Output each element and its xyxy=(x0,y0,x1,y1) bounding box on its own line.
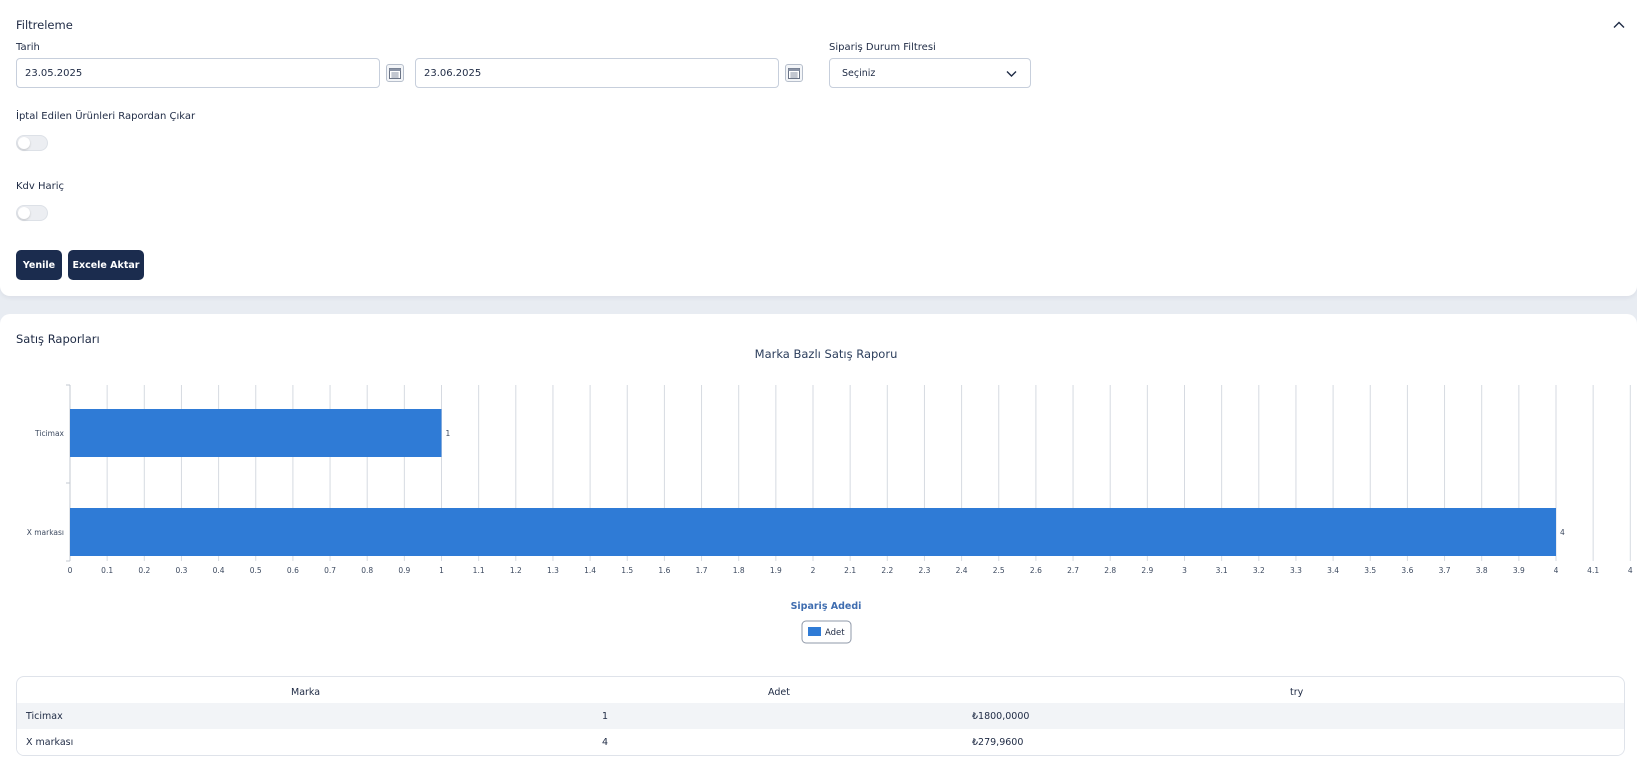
x-tick-label: 1.4 xyxy=(584,566,596,575)
filter-panel-title: Filtreleme xyxy=(16,18,73,32)
x-tick-label: 2.7 xyxy=(1067,566,1079,575)
x-tick-label: 2.1 xyxy=(844,566,856,575)
x-tick-label: 3.3 xyxy=(1290,566,1302,575)
refresh-button[interactable]: Yenile xyxy=(16,250,62,280)
vat-excluded-toggle[interactable] xyxy=(16,205,48,221)
x-tick-label: 0.8 xyxy=(361,566,373,575)
x-tick-label: 1.8 xyxy=(733,566,745,575)
x-tick-label: 2.6 xyxy=(1030,566,1042,575)
amount-cell: ₺1800,0000 xyxy=(972,711,1030,722)
x-tick-label: 2.9 xyxy=(1141,566,1153,575)
x-tick-label: 1 xyxy=(439,566,444,575)
x-tick-label: 0.4 xyxy=(213,566,225,575)
x-tick-label: 0.1 xyxy=(101,566,113,575)
chart-title: Marka Bazlı Satış Raporu xyxy=(755,347,898,361)
x-tick-label: 2.5 xyxy=(993,566,1005,575)
y-category-label: Ticimax xyxy=(34,429,65,438)
x-tick-label: 3.1 xyxy=(1216,566,1228,575)
start-date-input[interactable] xyxy=(16,58,380,88)
x-tick-label: 4 xyxy=(1554,566,1559,575)
status-filter-value: Seçiniz xyxy=(842,68,876,79)
quantity-cell: 4 xyxy=(602,737,609,748)
x-tick-label: 0.9 xyxy=(398,566,410,575)
x-axis-title: Sipariş Adedi xyxy=(791,601,862,612)
x-tick-label: 3.8 xyxy=(1476,566,1488,575)
bar xyxy=(70,508,1556,556)
status-filter-select[interactable]: Seçiniz xyxy=(829,58,1031,88)
export-excel-button[interactable]: Excele Aktar xyxy=(68,250,144,280)
filter-panel: Filtreleme Tarih Sipariş Durum Filtresi … xyxy=(0,0,1637,296)
table-row[interactable]: X markası 4 ₺279,9600 xyxy=(17,729,1624,755)
bar xyxy=(70,409,442,457)
exclude-cancelled-label: İptal Edilen Ürünleri Rapordan Çıkar xyxy=(16,111,196,122)
sales-report-title: Satış Raporları xyxy=(16,332,100,346)
x-tick-label: 4 xyxy=(1628,566,1633,575)
bar-data-label: 4 xyxy=(1560,528,1565,537)
x-tick-label: 2.8 xyxy=(1104,566,1116,575)
table-header-row: Marka Adet try xyxy=(17,679,1624,705)
x-tick-label: 1.5 xyxy=(621,566,633,575)
column-header-brand: Marka xyxy=(291,687,321,698)
x-tick-label: 1.9 xyxy=(770,566,782,575)
x-tick-label: 3.2 xyxy=(1253,566,1265,575)
x-tick-label: 1.6 xyxy=(658,566,670,575)
x-tick-label: 0.6 xyxy=(287,566,299,575)
sales-report-panel: Satış Raporları Marka Bazlı Satış Raporu… xyxy=(0,314,1637,770)
table-row[interactable]: Ticimax 1 ₺1800,0000 xyxy=(17,703,1624,729)
y-category-label: X markası xyxy=(27,528,64,537)
x-tick-label: 3.4 xyxy=(1327,566,1339,575)
end-date-calendar-icon[interactable] xyxy=(785,64,803,82)
toggle-knob xyxy=(18,137,30,149)
x-tick-label: 1.3 xyxy=(547,566,559,575)
start-date-calendar-icon[interactable] xyxy=(386,64,404,82)
column-header-currency: try xyxy=(1290,687,1304,698)
x-tick-label: 3.5 xyxy=(1364,566,1376,575)
date-label: Tarih xyxy=(16,42,40,53)
x-tick-label: 3.7 xyxy=(1439,566,1451,575)
legend-box xyxy=(801,620,852,644)
exclude-cancelled-toggle[interactable] xyxy=(16,135,48,151)
x-tick-label: 1.7 xyxy=(696,566,708,575)
brand-sales-table: Marka Adet try Ticimax 1 ₺1800,0000 X ma… xyxy=(16,676,1625,756)
x-tick-label: 3.6 xyxy=(1401,566,1413,575)
x-tick-label: 2.2 xyxy=(881,566,893,575)
x-tick-label: 1.1 xyxy=(473,566,485,575)
x-tick-label: 4.1 xyxy=(1587,566,1599,575)
x-tick-label: 2.3 xyxy=(918,566,930,575)
x-tick-label: 1.2 xyxy=(510,566,522,575)
x-tick-label: 3 xyxy=(1182,566,1187,575)
bar-data-label: 1 xyxy=(446,429,451,438)
x-tick-label: 0.3 xyxy=(175,566,187,575)
x-tick-label: 2.4 xyxy=(956,566,968,575)
x-tick-label: 2 xyxy=(811,566,816,575)
x-tick-label: 0.7 xyxy=(324,566,336,575)
column-header-quantity: Adet xyxy=(768,687,790,698)
x-tick-label: 0 xyxy=(68,566,73,575)
amount-cell: ₺279,9600 xyxy=(972,737,1024,748)
x-tick-label: 0.5 xyxy=(250,566,262,575)
legend-swatch xyxy=(808,627,821,636)
toggle-knob xyxy=(18,207,30,219)
brand-cell: X markası xyxy=(26,737,74,748)
legend-label: Adet xyxy=(825,628,845,638)
vat-excluded-label: Kdv Hariç xyxy=(16,181,65,192)
status-filter-label: Sipariş Durum Filtresi xyxy=(829,42,936,53)
x-tick-label: 3.9 xyxy=(1513,566,1525,575)
brand-cell: Ticimax xyxy=(26,711,63,722)
chevron-up-icon[interactable] xyxy=(1611,17,1627,33)
quantity-cell: 1 xyxy=(602,711,609,722)
brand-sales-chart: Marka Bazlı Satış Raporu 0 0.1 0.2 0.3 0.4 0.5… xyxy=(27,347,1633,644)
end-date-input[interactable] xyxy=(415,58,779,88)
chevron-down-icon xyxy=(1006,71,1017,77)
x-tick-label: 0.2 xyxy=(138,566,150,575)
